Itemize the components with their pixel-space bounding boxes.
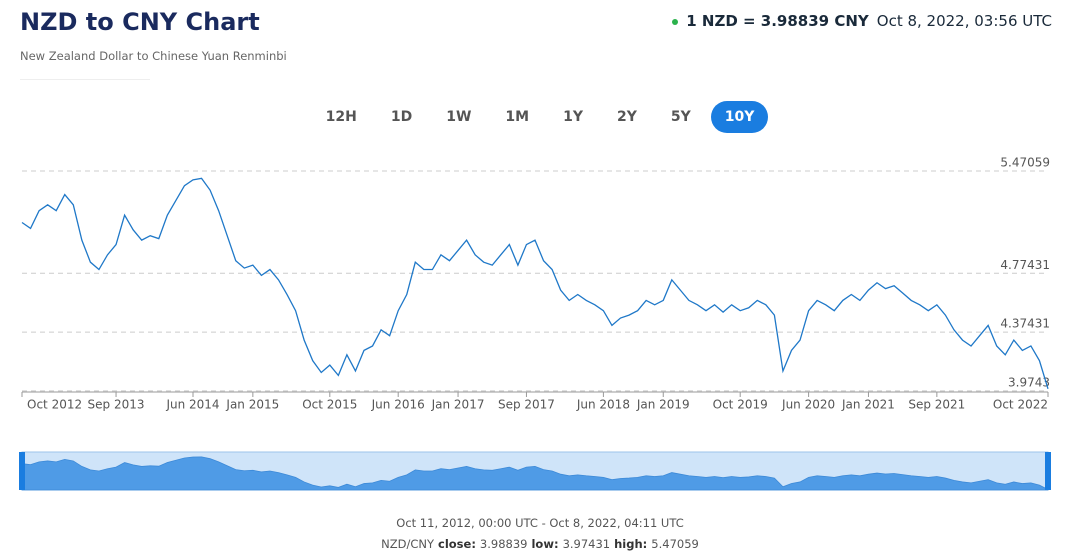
range-button[interactable]: 2Y xyxy=(616,109,637,125)
range-button[interactable]: 5Y xyxy=(670,109,691,125)
navigator-handle[interactable] xyxy=(19,452,25,490)
x-tick-label: Jan 2017 xyxy=(431,398,485,412)
x-tick-label: Oct 2022 xyxy=(993,398,1048,412)
x-tick-label: Jan 2019 xyxy=(636,398,690,412)
range-button[interactable]: 1D xyxy=(390,109,413,125)
title: NZD to CNY Chart xyxy=(20,8,260,36)
range-button[interactable]: 1W xyxy=(446,109,472,125)
subtitle: New Zealand Dollar to Chinese Yuan Renmi… xyxy=(20,49,287,63)
pair: NZD/CNY xyxy=(381,537,435,551)
x-tick-label: Oct 2015 xyxy=(302,398,357,412)
stats: NZD/CNY close: 3.98839 low: 3.97431 high: 5.47… xyxy=(0,537,1080,551)
y-tick-label: 5.47059 xyxy=(1000,155,1050,169)
range-button[interactable]: 1Y xyxy=(563,109,583,125)
line xyxy=(21,177,1049,390)
rate: 1 NZD = 3.98839 CNY xyxy=(686,12,869,30)
range-button[interactable]: 12H xyxy=(325,109,357,125)
navigator-area xyxy=(21,456,1049,491)
x-tick-label: Oct 2012 xyxy=(27,398,82,412)
x-tick-label: Jan 2021 xyxy=(841,398,895,412)
stat-value: 3.98839 xyxy=(479,537,528,551)
range-text: Oct 11, 2012, 00:00 UTC - Oct 8, 2022, 0… xyxy=(396,516,684,530)
rate-box: 1 NZD = 3.98839 CNY Oct 8, 2022, 03:56 UT… xyxy=(672,12,1052,30)
stat-label: high: xyxy=(614,537,648,551)
range-button[interactable]: 1M xyxy=(505,109,530,125)
stat-label: close: xyxy=(438,537,476,551)
x-tick-label: Jun 2014 xyxy=(165,398,219,412)
range-buttons: 12H 1D 1W 1M 1Y 2Y 5Y 10Y xyxy=(0,101,1080,133)
x-tick-label: Jun 2018 xyxy=(576,398,630,412)
stat-value: 5.47059 xyxy=(651,537,699,551)
y-tick-label: 4.77431 xyxy=(1000,258,1050,272)
range-button[interactable]: 10Y xyxy=(710,101,769,133)
status-dot xyxy=(672,18,679,25)
chart: 3.9743 4.37431 4.77431 5.47059 Oct 2012 Sep 2… xyxy=(19,155,1051,491)
x-tick-label: Sep 2021 xyxy=(908,398,965,412)
rate-time: Oct 8, 2022, 03:56 UTC xyxy=(876,12,1052,30)
navigator-handle[interactable] xyxy=(1045,452,1051,490)
x-tick-label: Oct 2019 xyxy=(713,398,768,412)
x-tick-label: Jun 2016 xyxy=(371,398,425,412)
stat-value: 3.97431 xyxy=(562,537,611,551)
x-tick-label: Jan 2015 xyxy=(225,398,279,412)
stat-label: low: xyxy=(531,537,559,551)
y-tick-label: 4.37431 xyxy=(1000,317,1050,331)
separator xyxy=(20,79,150,80)
x-tick-label: Sep 2013 xyxy=(88,398,145,412)
x-tick-label: Sep 2017 xyxy=(498,398,555,412)
y-tick-label: 3.9743 xyxy=(1008,375,1050,389)
x-tick-label: Jun 2020 xyxy=(781,398,835,412)
